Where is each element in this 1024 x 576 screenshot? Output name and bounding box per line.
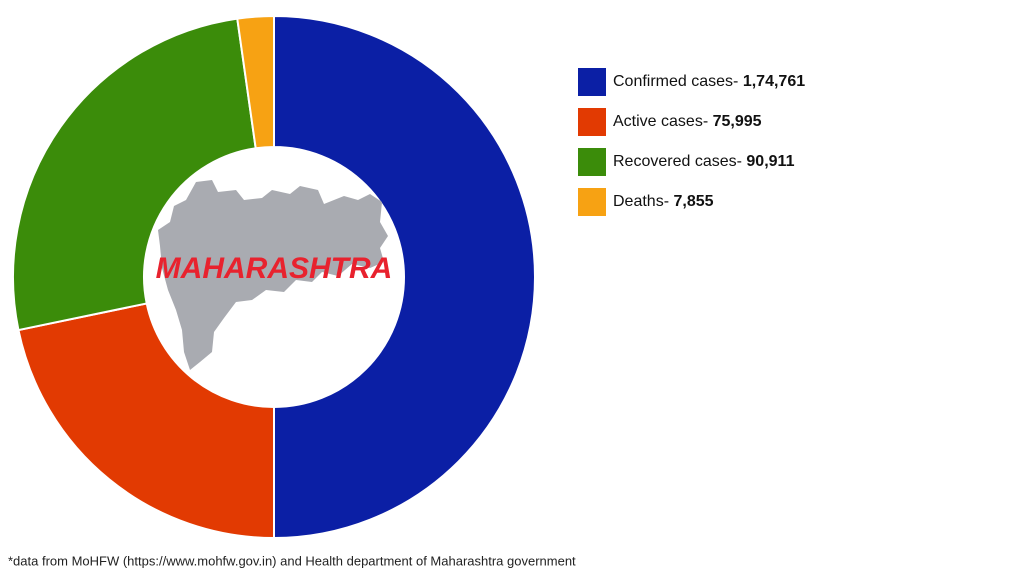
legend-swatch bbox=[578, 148, 606, 176]
legend-swatch bbox=[578, 188, 606, 216]
legend-value: 7,855 bbox=[673, 193, 713, 210]
donut-slice bbox=[273, 14, 536, 540]
legend-label: Active cases- 75,995 bbox=[613, 113, 762, 130]
footnote: *data from MoHFW (https://www.mohfw.gov.… bbox=[8, 553, 576, 568]
legend-swatch bbox=[578, 108, 606, 136]
legend-label: Deaths- 7,855 bbox=[613, 193, 714, 210]
legend-value: 75,995 bbox=[713, 113, 762, 130]
legend-name: Deaths- bbox=[613, 193, 669, 210]
legend-value: 90,911 bbox=[746, 153, 794, 170]
legend-name: Active cases- bbox=[613, 113, 708, 130]
legend: Confirmed cases- 1,74,761 Active cases- 7… bbox=[578, 68, 805, 216]
state-map bbox=[158, 180, 388, 370]
donut-slice bbox=[236, 14, 275, 150]
legend-swatch bbox=[578, 68, 606, 96]
donut-slice bbox=[12, 17, 257, 332]
legend-name: Confirmed cases- bbox=[613, 73, 738, 90]
legend-value: 1,74,761 bbox=[743, 73, 805, 90]
legend-label: Recovered cases- 90,911 bbox=[613, 153, 795, 170]
donut bbox=[12, 14, 536, 540]
legend-name: Recovered cases- bbox=[613, 153, 742, 170]
center-label: MAHARASHTRA bbox=[156, 252, 393, 285]
donut-slice bbox=[17, 302, 275, 540]
legend-label: Confirmed cases- 1,74,761 bbox=[613, 73, 805, 90]
